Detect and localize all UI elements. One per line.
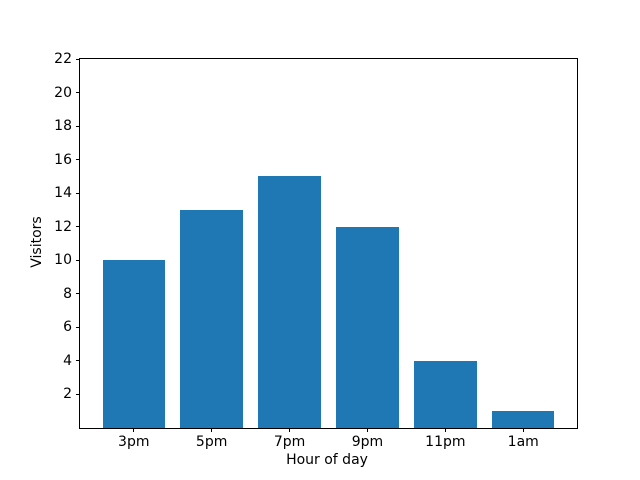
y-tick-mark xyxy=(76,58,80,60)
y-tick-mark xyxy=(76,326,80,328)
y-tick-label: 4 xyxy=(63,352,72,369)
x-tick-mark xyxy=(289,428,291,432)
y-tick-label: 6 xyxy=(63,319,72,336)
y-tick-label: 8 xyxy=(63,285,72,302)
x-tick-label: 9pm xyxy=(351,434,384,450)
bar-1am xyxy=(492,411,555,428)
x-tick-label: 3pm xyxy=(118,434,150,450)
y-tick-mark xyxy=(76,393,80,395)
bar-5pm xyxy=(180,209,243,428)
x-tick-mark xyxy=(522,428,524,432)
y-tick-mark xyxy=(76,125,80,127)
plot-area: 3pm 5pm 7pm 9pm 11pm 1am 2 4 6 8 10 12 14 16 18 20 22 xyxy=(54,52,578,449)
x-tick-label: 1am xyxy=(507,434,539,450)
x-tick-label: 11pm xyxy=(425,434,466,450)
y-tick-label: 18 xyxy=(54,118,72,135)
y-axis-label: Visitors xyxy=(29,216,45,268)
y-tick-label: 16 xyxy=(54,151,72,168)
x-tick-mark xyxy=(211,428,213,432)
bar-9pm xyxy=(336,226,399,428)
y-tick-mark xyxy=(76,259,80,261)
x-tick-label: 5pm xyxy=(195,434,228,450)
y-tick-label: 10 xyxy=(54,252,72,269)
x-tick-mark xyxy=(366,428,368,432)
y-tick-mark xyxy=(76,159,80,161)
y-tick-label: 12 xyxy=(54,218,72,235)
bar-11pm xyxy=(414,360,477,428)
x-tick-label: 7pm xyxy=(273,434,306,450)
x-tick-mark xyxy=(444,428,446,432)
y-tick-label: 20 xyxy=(54,84,72,101)
y-tick-mark xyxy=(76,192,80,194)
y-tick-label: 14 xyxy=(54,185,72,202)
bar-3pm xyxy=(102,260,165,428)
bar-7pm xyxy=(258,176,321,428)
y-tick-mark xyxy=(76,360,80,362)
y-tick-mark xyxy=(76,293,80,295)
y-tick-label: 2 xyxy=(63,386,72,403)
x-tick-mark xyxy=(133,428,135,432)
x-axis-label: Hour of day xyxy=(286,452,368,468)
y-tick-label: 22 xyxy=(54,51,72,67)
y-tick-mark xyxy=(76,226,80,228)
y-tick-mark xyxy=(76,92,80,94)
